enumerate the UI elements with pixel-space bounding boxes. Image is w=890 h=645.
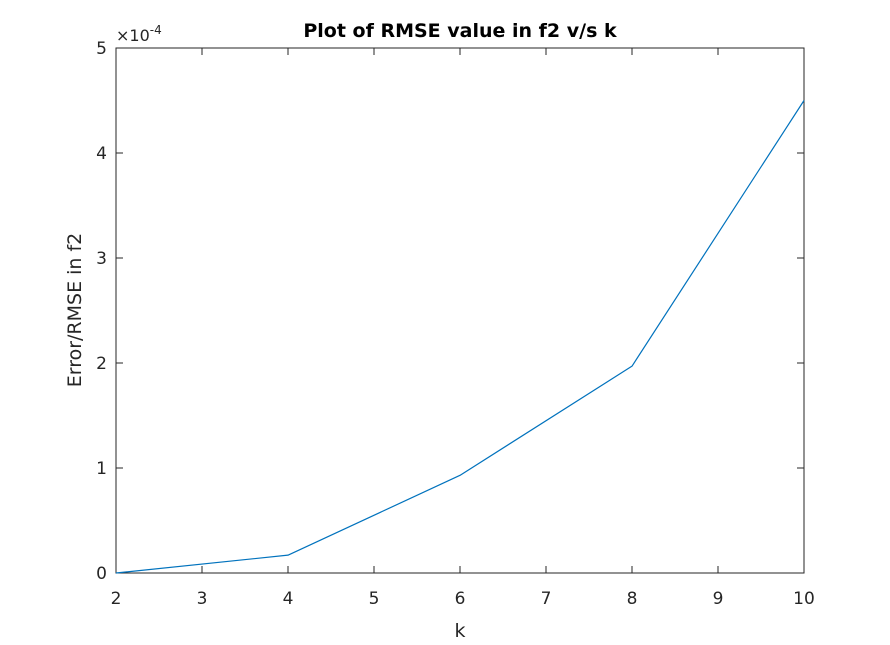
y-tick-label: 4: [96, 144, 107, 164]
y-tick-label: 5: [96, 39, 107, 59]
y-tick-label: 3: [96, 249, 107, 269]
x-axis-label: k: [454, 620, 465, 642]
y-tick-label: 0: [96, 564, 107, 584]
x-tick-label: 6: [455, 589, 466, 609]
chart-title: Plot of RMSE value in f2 v/s k: [303, 20, 617, 42]
y-axis-label: Error/RMSE in f2: [64, 233, 86, 388]
x-tick-label: 8: [627, 589, 638, 609]
series-layer: [115, 100, 805, 574]
x-tick-labels: 2 3 4 5 6 7 8 9 10: [111, 589, 815, 609]
x-tick-label: 9: [713, 589, 724, 609]
x-tick-label: 2: [111, 589, 122, 609]
x-tick-label: 5: [369, 589, 380, 609]
x-tick-label: 10: [793, 589, 815, 609]
axis-ticks: [115, 47, 805, 574]
series-line: [115, 100, 805, 574]
y-exponent-label: ×10-4: [116, 23, 162, 45]
x-tick-label: 7: [541, 589, 552, 609]
plot-area-background: [116, 48, 804, 573]
y-tick-label: 2: [96, 354, 107, 374]
y-tick-label: 1: [96, 459, 107, 479]
x-tick-label: 4: [283, 589, 294, 609]
x-tick-label: 3: [197, 589, 208, 609]
y-tick-labels: 0 1 2 3 4 5: [96, 39, 107, 584]
